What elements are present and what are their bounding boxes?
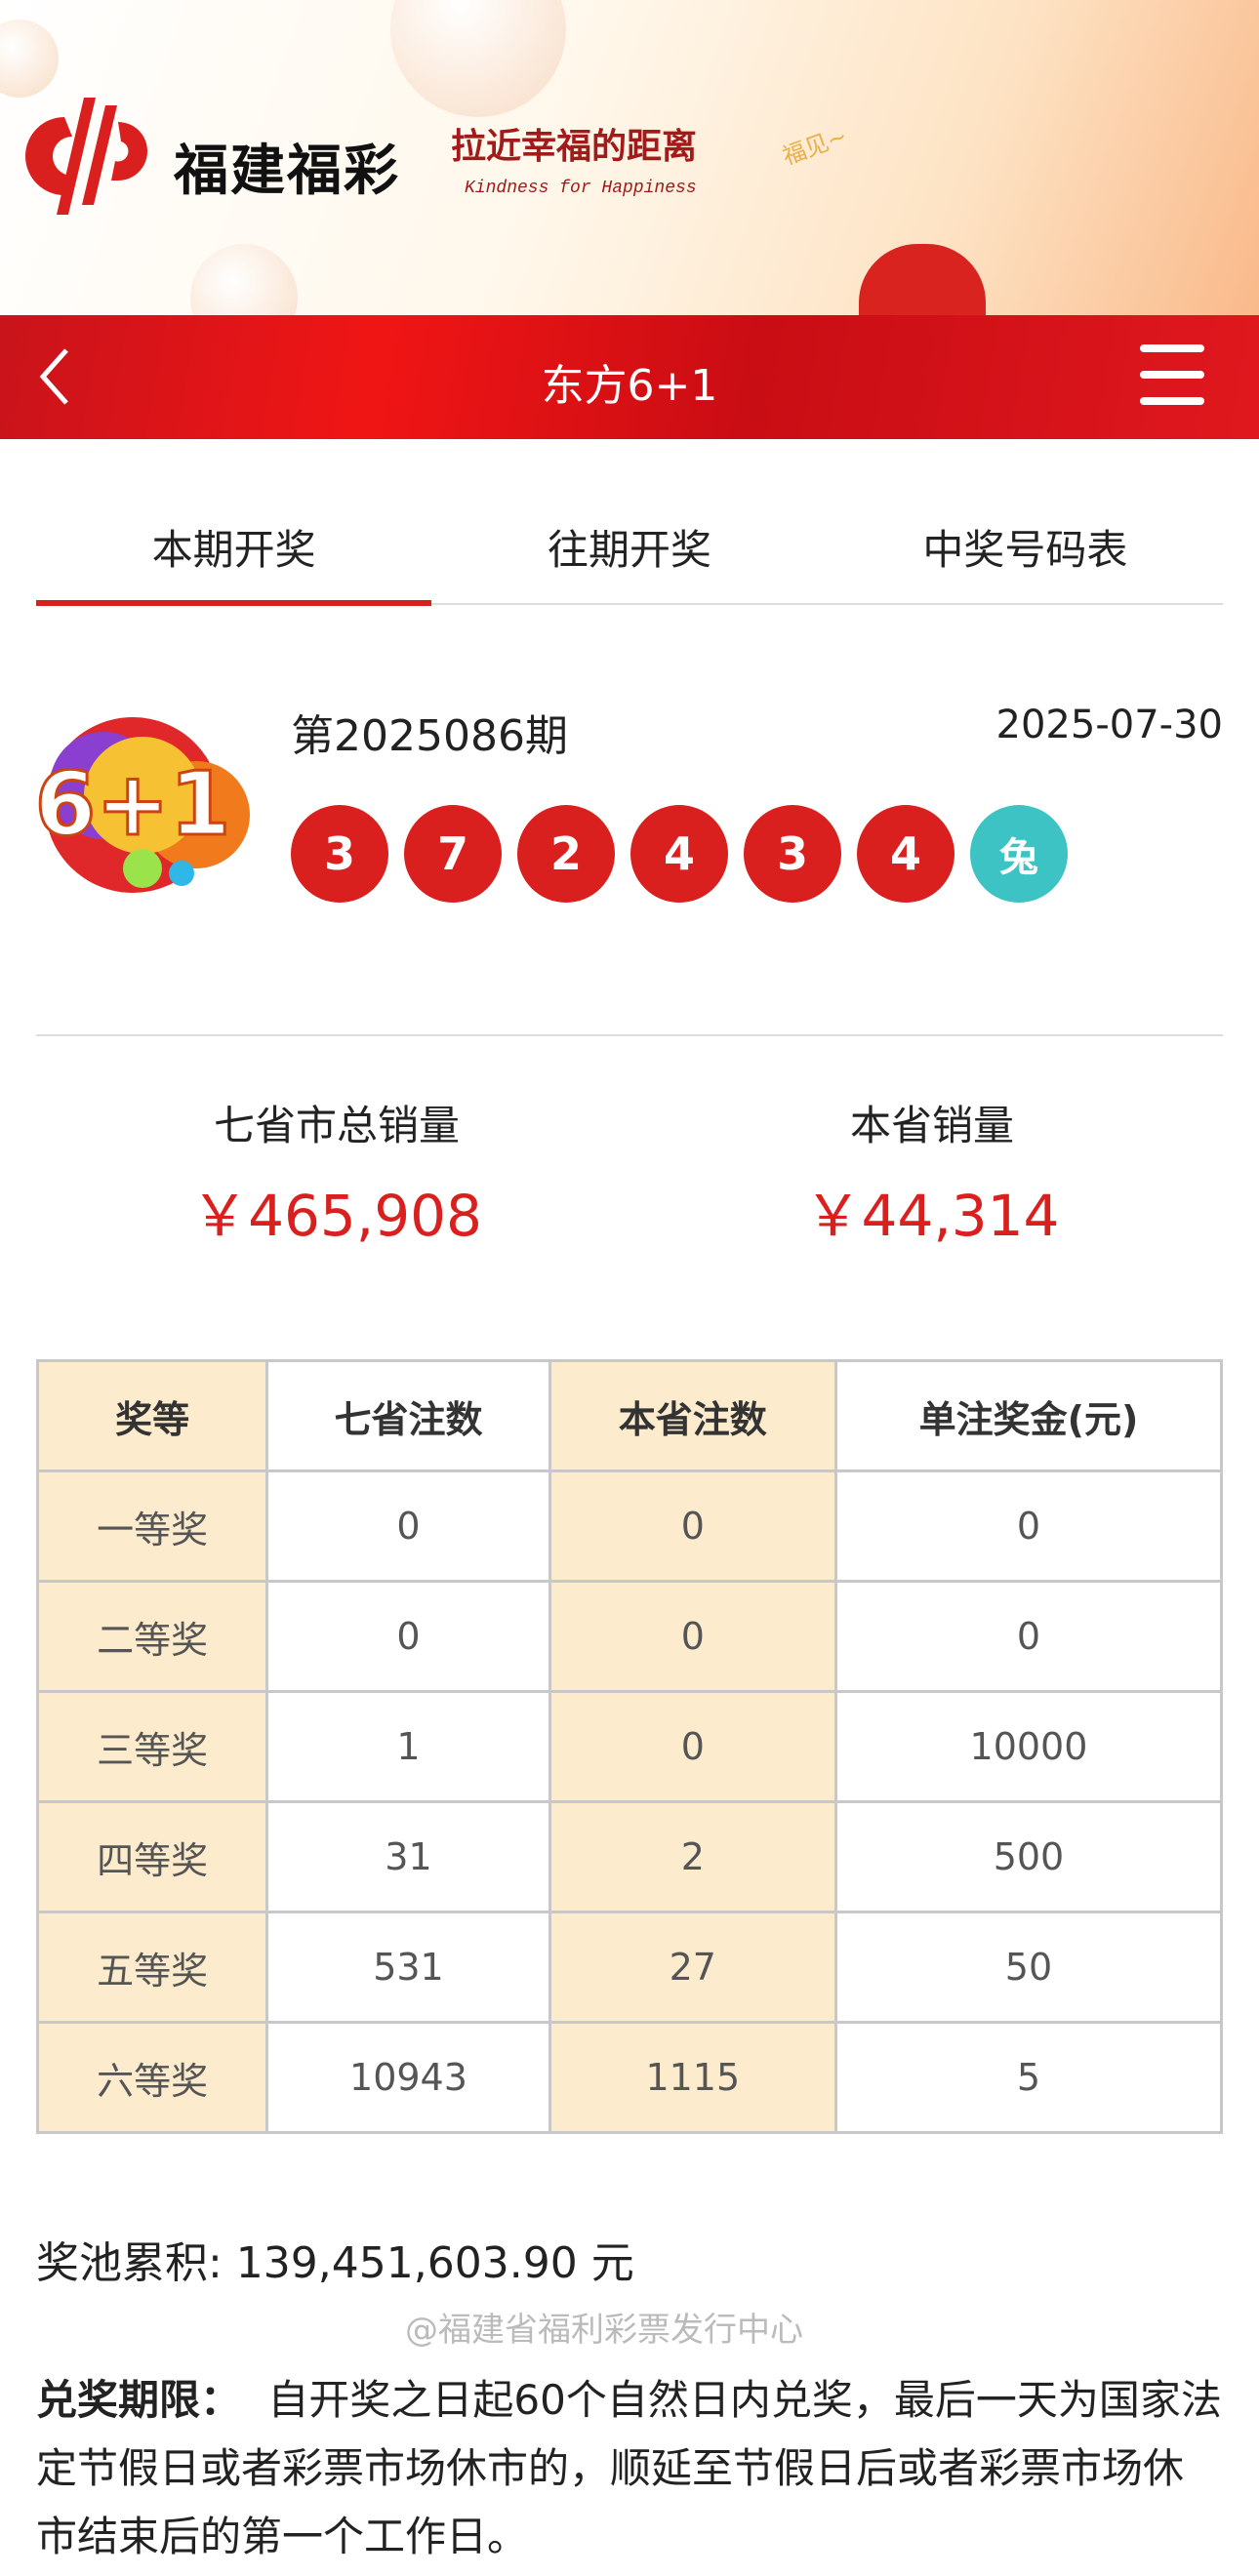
tab-winning-table[interactable]: 中奖号码表 [922,526,1128,574]
jackpot-pool: 奖池累积: 139,451,603.90 元 [36,2238,634,2288]
fucai-logo-icon [25,98,147,215]
total-sales: 七省市总销量 ￥465,908 [44,1093,630,1252]
prize-amount-cell: 500 [833,1800,1224,1913]
dragon-mascot-icon [859,244,986,315]
redemption-rules: 兑奖期限： 自开奖之日起60个自然日内兑奖，最后一天为国家法定节假日或者彩票市场… [36,2366,1223,2571]
province-sales-value: ￥44,314 [804,1183,1060,1249]
prize-level-cell: 四等奖 [35,1800,269,1913]
decor-bubble [390,0,566,117]
prize-amount-cell: 5 [833,2021,1224,2134]
seven-province-count-cell: 0 [265,1469,551,1583]
province-count-cell: 27 [548,1911,837,2024]
slogan: 拉近幸福的距离 [451,126,698,167]
issue-number: 第2025086期 [291,711,568,761]
decor-text: 福见~ [779,122,851,171]
prize-level-cell: 一等奖 [35,1469,269,1583]
header-prize-amount: 单注奖金(元) [833,1359,1224,1472]
seven-province-count-cell: 531 [265,1911,551,2024]
lottery-6plus1-logo-icon: 6+1 [35,717,250,893]
header-banner: 福建福彩 拉近幸福的距离 Kindness for Happiness 福见~ [0,0,1259,315]
nav-bar: 东方6+1 [0,315,1259,439]
tab-current-draw[interactable]: 本期开奖 [36,468,432,606]
seven-province-count-cell: 31 [265,1800,551,1913]
prize-amount-cell: 0 [833,1469,1224,1583]
prize-level-cell: 三等奖 [35,1690,269,1803]
prize-amount-cell: 10000 [833,1690,1224,1803]
draw-date: 2025-07-30 [995,703,1223,747]
province-sales: 本省销量 ￥44,314 [639,1093,1225,1252]
bonus-zodiac-ball: 兔 [970,805,1068,903]
decor-bubble [0,20,59,98]
province-count-cell: 0 [548,1580,837,1693]
number-ball: 7 [404,805,502,903]
header-seven-province-count: 七省注数 [265,1359,551,1472]
table-row: 三等奖 1 0 10000 [35,1690,1224,1803]
seven-province-count-cell: 1 [265,1690,551,1803]
page-title: 东方6+1 [541,361,718,411]
rules-text: 自开奖之日起60个自然日内兑奖，最后一天为国家法定节假日或者彩票市场休市的，顺延… [36,2376,1222,2560]
prize-level-cell: 五等奖 [35,1911,269,2024]
lottery-logo-text: 6+1 [35,753,230,856]
header-prize-level: 奖等 [35,1359,269,1472]
chevron-left-icon[interactable] [37,344,96,409]
province-count-cell: 0 [548,1469,837,1583]
number-ball: 4 [630,805,728,903]
tab-past-draws[interactable]: 往期开奖 [547,526,711,574]
winning-numbers: 3 7 2 4 3 4 兔 [291,805,1068,903]
province-count-cell: 2 [548,1800,837,1913]
number-ball: 2 [517,805,615,903]
watermark: @福建省福利彩票发行中心 [405,2311,803,2350]
prize-level-cell: 二等奖 [35,1580,269,1693]
table-row: 五等奖 531 27 50 [35,1911,1224,2024]
province-count-cell: 0 [548,1690,837,1803]
table-row: 一等奖 0 0 0 [35,1469,1224,1583]
prize-table: 奖等 七省注数 本省注数 单注奖金(元) 一等奖 0 0 0 二等奖 0 0 0 三等奖 1 0 10… [35,1359,1224,2134]
number-ball: 3 [291,805,388,903]
hamburger-menu-icon[interactable] [1140,344,1204,407]
header-province-count: 本省注数 [548,1359,837,1472]
province-sales-label: 本省销量 [849,1102,1014,1149]
total-sales-label: 七省市总销量 [213,1102,460,1149]
brand-name: 福建福彩 [174,140,400,203]
table-row: 四等奖 31 2 500 [35,1800,1224,1913]
total-sales-value: ￥465,908 [191,1183,482,1249]
table-header-row: 奖等 七省注数 本省注数 单注奖金(元) [35,1359,1224,1472]
table-row: 六等奖 10943 1115 5 [35,2021,1224,2134]
divider [36,1034,1223,1036]
number-ball: 4 [857,805,954,903]
slogan-en: Kindness for Happiness [465,179,697,198]
tab-bar: 本期开奖 往期开奖 中奖号码表 [36,468,1223,606]
prize-amount-cell: 0 [833,1580,1224,1693]
seven-province-count-cell: 0 [265,1580,551,1693]
decor-bubble [190,244,298,315]
seven-province-count-cell: 10943 [265,2021,551,2134]
prize-level-cell: 六等奖 [35,2021,269,2134]
prize-amount-cell: 50 [833,1911,1224,2024]
rules-label: 兑奖期限： [36,2376,242,2424]
table-row: 二等奖 0 0 0 [35,1580,1224,1693]
province-count-cell: 1115 [548,2021,837,2134]
number-ball: 3 [744,805,841,903]
